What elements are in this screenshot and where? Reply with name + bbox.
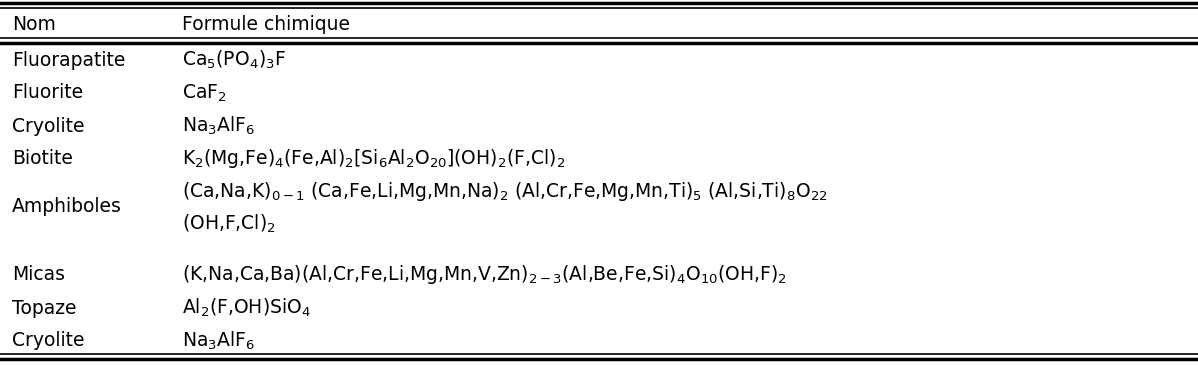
Text: (Ca,Na,K)$_{0-1}$ (Ca,Fe,Li,Mg,Mn,Na)$_2$ (Al,Cr,Fe,Mg,Mn,Ti)$_5$ (Al,Si,Ti)$_8$: (Ca,Na,K)$_{0-1}$ (Ca,Fe,Li,Mg,Mn,Na)$_2… (182, 181, 828, 204)
Text: Micas: Micas (12, 265, 65, 284)
Text: Fluorapatite: Fluorapatite (12, 50, 126, 69)
Text: Ca$_5$(PO$_4$)$_3$F: Ca$_5$(PO$_4$)$_3$F (182, 49, 286, 71)
Text: Fluorite: Fluorite (12, 84, 83, 103)
Text: Topaze: Topaze (12, 299, 77, 318)
Text: Na$_3$AlF$_6$: Na$_3$AlF$_6$ (182, 115, 255, 137)
Text: K$_2$(Mg,Fe)$_4$(Fe,Al)$_2$[Si$_6$Al$_2$O$_{20}$](OH)$_2$(F,Cl)$_2$: K$_2$(Mg,Fe)$_4$(Fe,Al)$_2$[Si$_6$Al$_2$… (182, 147, 565, 170)
Text: Na$_3$AlF$_6$: Na$_3$AlF$_6$ (182, 330, 255, 352)
Text: Cryolite: Cryolite (12, 331, 85, 350)
Text: (K,Na,Ca,Ba)(Al,Cr,Fe,Li,Mg,Mn,V,Zn)$_{2-3}$(Al,Be,Fe,Si)$_4$O$_{10}$(OH,F)$_2$: (K,Na,Ca,Ba)(Al,Cr,Fe,Li,Mg,Mn,V,Zn)$_{2… (182, 264, 787, 287)
Text: Amphiboles: Amphiboles (12, 197, 122, 216)
Text: Cryolite: Cryolite (12, 116, 85, 135)
Text: CaF$_2$: CaF$_2$ (182, 82, 226, 104)
Text: Al$_2$(F,OH)SiO$_4$: Al$_2$(F,OH)SiO$_4$ (182, 297, 311, 319)
Text: Formule chimique: Formule chimique (182, 15, 350, 34)
Text: (OH,F,Cl)$_2$: (OH,F,Cl)$_2$ (182, 213, 276, 235)
Text: Nom: Nom (12, 15, 56, 34)
Text: Biotite: Biotite (12, 150, 73, 169)
